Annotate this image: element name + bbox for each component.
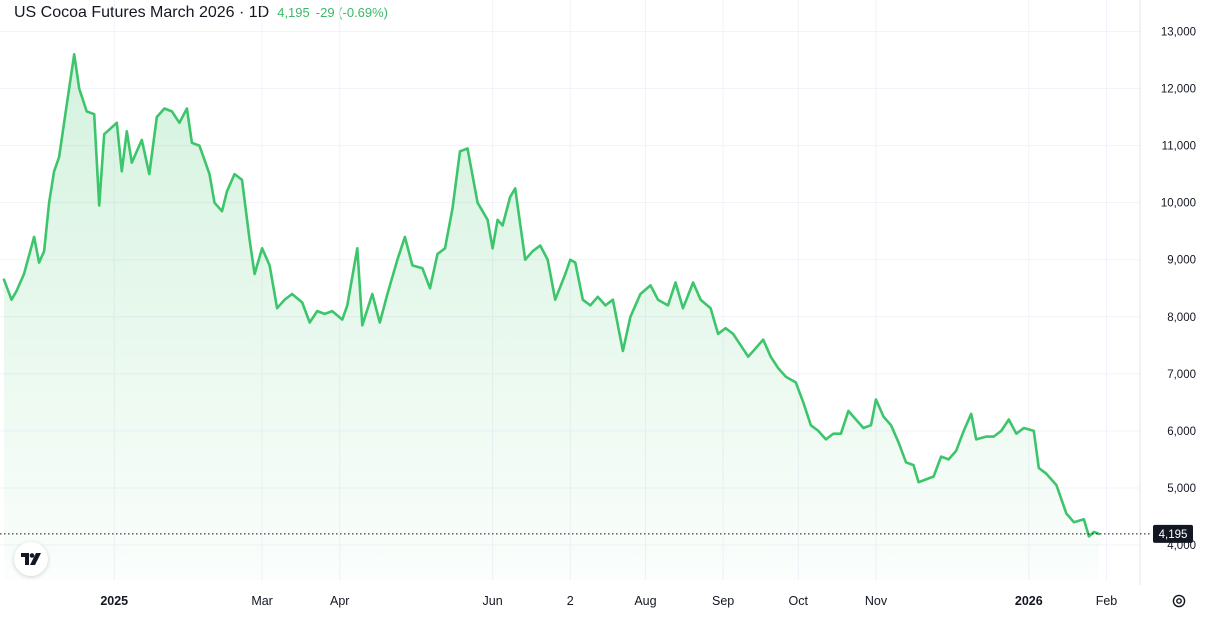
x-tick-label: Feb <box>1096 594 1118 608</box>
y-tick-label: 6,000 <box>1167 426 1196 438</box>
x-tick-label: 2025 <box>100 594 128 608</box>
last-price-marker: 4,195 <box>0 524 1193 543</box>
x-tick-label: Sep <box>712 594 734 608</box>
chart-header: US Cocoa Futures March 2026 · 1D 4,195 -… <box>14 4 388 24</box>
price-change: -29 (-0.69%) <box>315 5 389 20</box>
series-area <box>4 54 1099 581</box>
area-layer <box>4 54 1099 581</box>
x-tick-label: 2 <box>567 594 574 608</box>
last-price: 4,195 <box>277 5 310 20</box>
y-axis: 13,000 12,000 11,000 10,000 9,000 8,000 7,000 6… <box>1161 27 1196 553</box>
y-tick-label: 11,000 <box>1162 141 1196 153</box>
x-tick-label: Aug <box>634 594 656 608</box>
y-tick-label: 12,000 <box>1161 84 1196 96</box>
price-quote: 4,195 -29 (-0.69%) <box>277 5 388 20</box>
x-axis: 2025 Mar Apr Jun 2 Aug Sep Oct Nov 2026 Feb <box>100 594 1117 608</box>
last-price-label: 4,195 <box>1159 529 1188 541</box>
x-tick-label: Apr <box>330 594 349 608</box>
tradingview-logo-icon[interactable] <box>14 542 48 576</box>
y-tick-label: 4,000 <box>1167 540 1196 552</box>
last-price-badge <box>1153 524 1193 543</box>
y-tick-label: 5,000 <box>1167 483 1196 495</box>
series-line[interactable] <box>2 53 1101 538</box>
y-tick-label: 10,000 <box>1161 198 1196 210</box>
gear-icon[interactable] <box>1170 592 1188 610</box>
x-tick-label: Nov <box>865 594 888 608</box>
y-tick-label: 8,000 <box>1167 312 1196 324</box>
y-tick-label: 7,000 <box>1167 369 1196 381</box>
y-tick-label: 13,000 <box>1161 27 1196 39</box>
symbol-title[interactable]: US Cocoa Futures March 2026 · 1D <box>14 4 270 21</box>
x-tick-label: Jun <box>483 594 503 608</box>
x-tick-label: Mar <box>251 594 273 608</box>
x-tick-label: Oct <box>789 594 809 608</box>
line-layer <box>2 53 1101 538</box>
x-tick-label: 2026 <box>1015 594 1043 608</box>
y-tick-label: 9,000 <box>1167 255 1196 267</box>
